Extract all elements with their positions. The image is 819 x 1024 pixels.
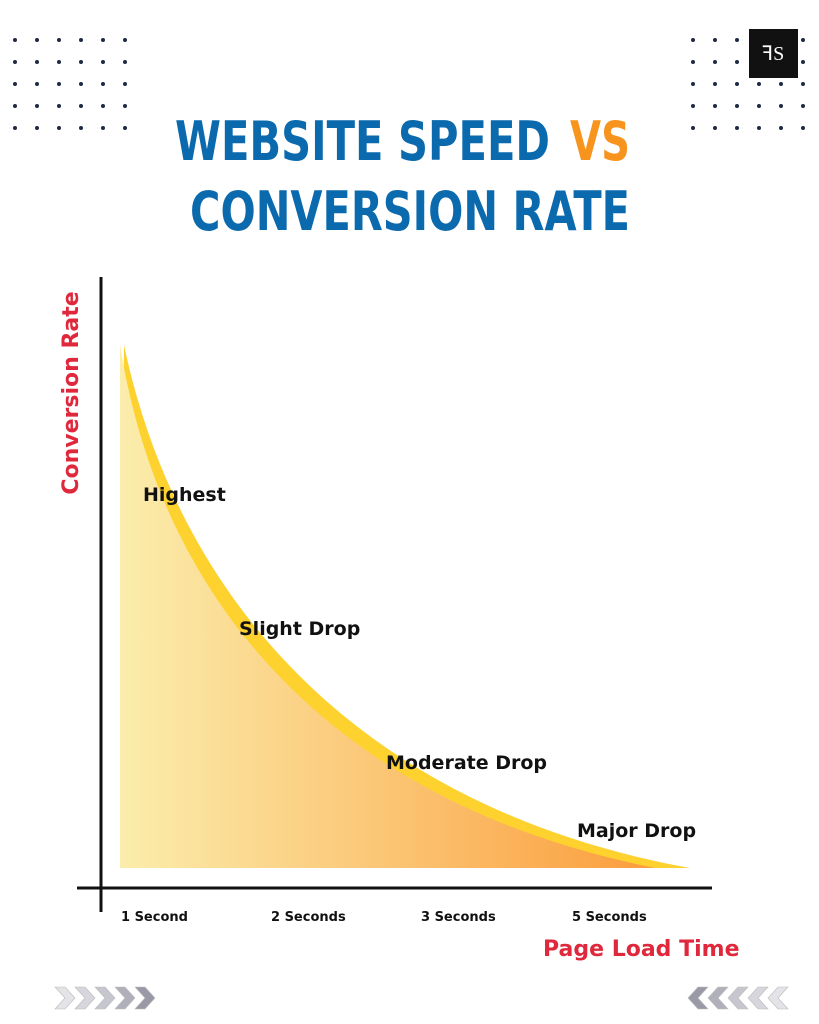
- dot: [735, 60, 739, 64]
- chevron: [687, 986, 709, 1010]
- chevron: [114, 986, 136, 1010]
- dot: [13, 60, 17, 64]
- dot: [101, 126, 105, 130]
- dot: [101, 82, 105, 86]
- dot: [13, 104, 17, 108]
- dot: [735, 126, 739, 130]
- dot: [713, 82, 717, 86]
- dot: [691, 126, 695, 130]
- dot: [801, 82, 805, 86]
- dot: [757, 104, 761, 108]
- dot: [57, 104, 61, 108]
- dot: [79, 82, 83, 86]
- dot: [713, 104, 717, 108]
- dot: [13, 126, 17, 130]
- dot: [123, 126, 127, 130]
- x-label: 3 Seconds: [421, 910, 496, 925]
- dot: [35, 82, 39, 86]
- y-axis-title: Conversion Rate: [59, 291, 84, 494]
- dot: [713, 60, 717, 64]
- dot: [779, 82, 783, 86]
- dot: [57, 60, 61, 64]
- x-label: 5 Seconds: [572, 910, 647, 925]
- logo: [749, 29, 798, 78]
- x-label: 2 Seconds: [271, 910, 346, 925]
- dot: [123, 82, 127, 86]
- chevron: [767, 986, 789, 1010]
- dot: [691, 38, 695, 42]
- dot: [79, 38, 83, 42]
- title-line-1: WEBSITE SPEED: [175, 110, 550, 173]
- title-highlight: VS: [570, 110, 630, 173]
- chevron: [94, 986, 116, 1010]
- chevron: [727, 986, 749, 1010]
- dot: [13, 38, 17, 42]
- chevron: [747, 986, 769, 1010]
- dot: [57, 126, 61, 130]
- dot: [757, 126, 761, 130]
- dot: [79, 104, 83, 108]
- dot: [123, 60, 127, 64]
- dot: [757, 82, 761, 86]
- dot: [735, 82, 739, 86]
- dot: [691, 60, 695, 64]
- dot: [713, 38, 717, 42]
- dot: [691, 104, 695, 108]
- dot: [801, 126, 805, 130]
- annotation: Slight Drop: [239, 618, 360, 640]
- dot: [801, 104, 805, 108]
- annotation: Major Drop: [577, 820, 696, 842]
- curve-area: [120, 345, 655, 868]
- x-axis-title: Page Load Time: [543, 937, 740, 962]
- dot: [13, 82, 17, 86]
- dot: [35, 104, 39, 108]
- annotation: Highest: [143, 484, 226, 506]
- title-line-2: CONVERSION RATE: [190, 180, 630, 243]
- dot: [57, 38, 61, 42]
- dot: [691, 82, 695, 86]
- logo-mark: ꟻS: [762, 43, 785, 65]
- chevron: [74, 986, 96, 1010]
- annotation: Moderate Drop: [386, 752, 547, 774]
- dot: [123, 38, 127, 42]
- chevron: [707, 986, 729, 1010]
- dot: [101, 38, 105, 42]
- dot: [801, 60, 805, 64]
- dot: [57, 82, 61, 86]
- dot: [123, 104, 127, 108]
- chevron: [54, 986, 76, 1010]
- dot: [35, 126, 39, 130]
- dot: [801, 38, 805, 42]
- dot: [779, 104, 783, 108]
- dot: [35, 38, 39, 42]
- dot: [79, 60, 83, 64]
- dot: [779, 126, 783, 130]
- dot: [735, 104, 739, 108]
- dot: [35, 60, 39, 64]
- dot: [101, 60, 105, 64]
- x-label: 1 Second: [121, 910, 188, 925]
- chevron: [134, 986, 156, 1010]
- dot: [79, 126, 83, 130]
- chevrons: [54, 986, 789, 1010]
- dot: [735, 38, 739, 42]
- dot: [101, 104, 105, 108]
- dot: [713, 126, 717, 130]
